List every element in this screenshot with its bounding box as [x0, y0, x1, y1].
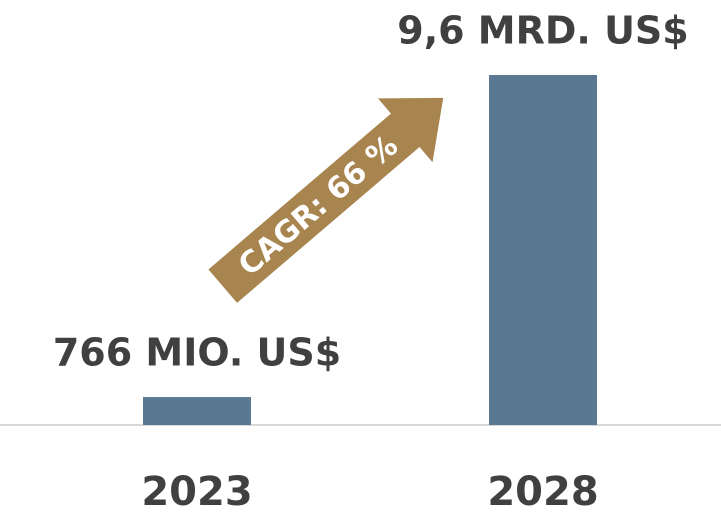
- arrow-shape: [208, 97, 444, 303]
- x-tick-label: 2028: [487, 469, 598, 515]
- x-tick-label: 2023: [141, 469, 252, 515]
- bar: [143, 397, 251, 425]
- cagr-arrow: CAGR: 66 %: [208, 97, 444, 303]
- annotation: CAGR: 66 %: [232, 128, 405, 283]
- value-label: 9,6 MRD. US$: [397, 9, 689, 53]
- value-label: 766 MIO. US$: [53, 331, 341, 375]
- bar: [489, 75, 597, 425]
